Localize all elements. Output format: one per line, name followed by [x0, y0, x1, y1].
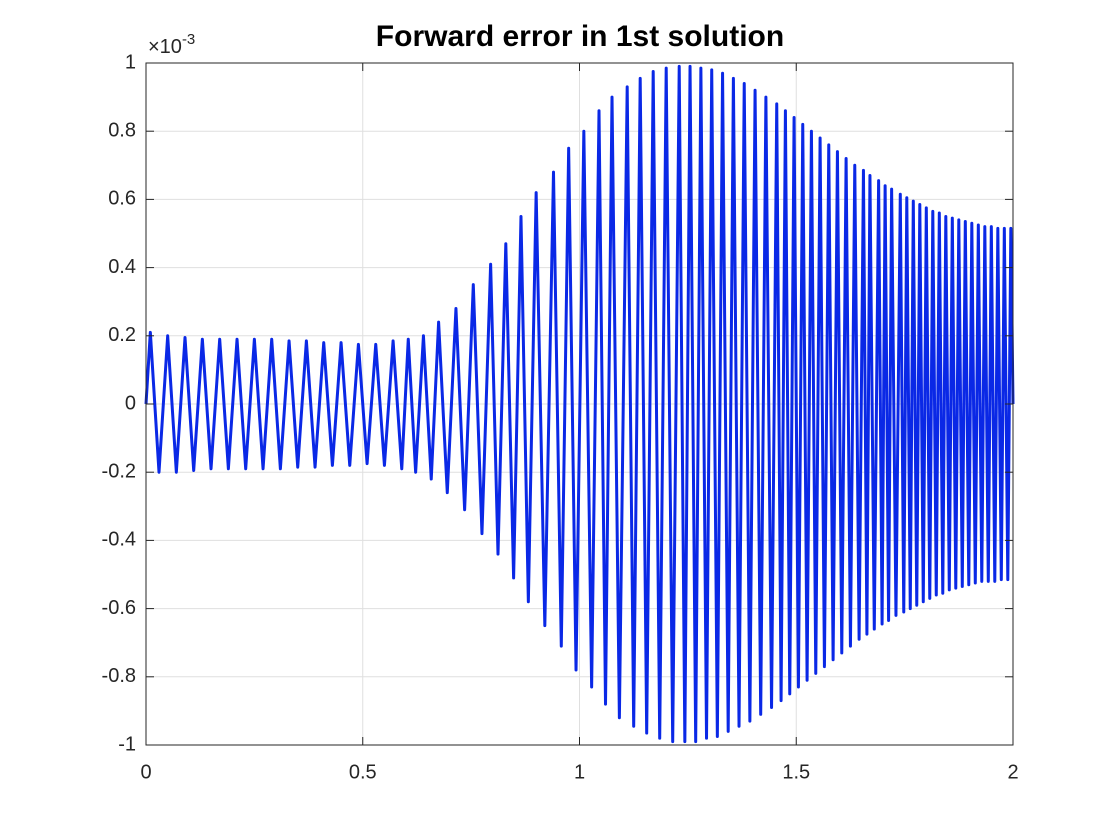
y-tick-label: -0.6	[102, 597, 136, 619]
data-line	[144, 64, 1015, 744]
y-tick-label: 0.8	[108, 119, 136, 141]
x-tick-label: 2	[1007, 761, 1018, 783]
x-tick-label: 1.5	[782, 761, 810, 783]
y-tick-label: 0.2	[108, 324, 136, 346]
y-multiplier: ×10-3	[148, 31, 195, 58]
y-tick-label: -1	[118, 733, 136, 755]
y-tick-label: 0	[125, 392, 136, 414]
y-tick-label: 0.4	[108, 256, 136, 278]
y-multiplier-exponent: -3	[182, 31, 195, 48]
x-tick-label: 1	[574, 761, 585, 783]
y-tick-label: -0.4	[102, 529, 136, 551]
y-multiplier-base: ×10	[148, 36, 182, 58]
y-tick-label: 1	[125, 51, 136, 73]
x-tick-label: 0.5	[349, 761, 377, 783]
y-tick-label: -0.2	[102, 460, 136, 482]
x-tick-label: 0	[140, 761, 151, 783]
y-tick-label: -0.8	[102, 665, 136, 687]
plot	[144, 64, 1015, 744]
y-tick-label: 0.6	[108, 188, 136, 210]
chart-title: Forward error in 1st solution	[376, 20, 784, 53]
